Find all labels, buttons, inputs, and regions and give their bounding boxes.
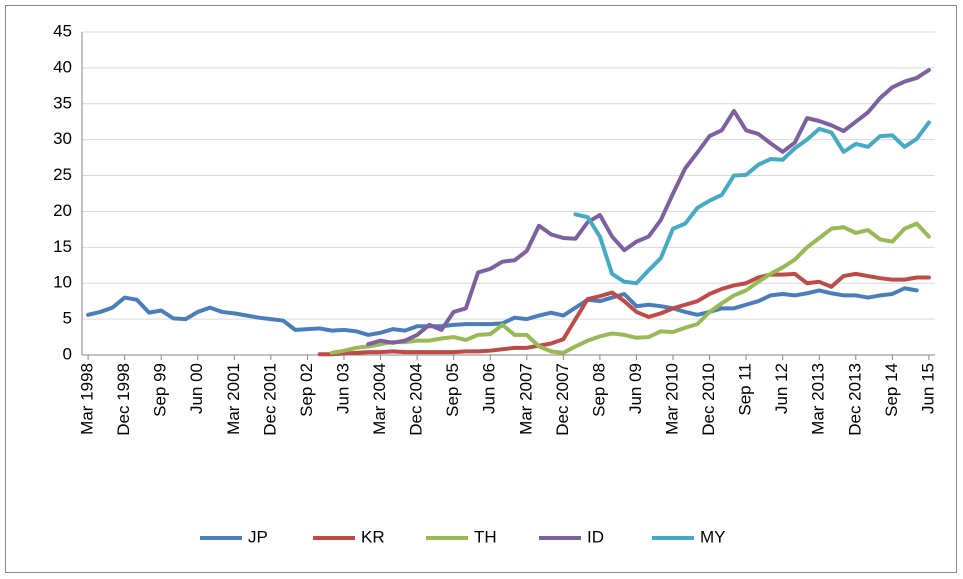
x-tick-label: Jun 00 [187, 363, 206, 414]
x-tick-label: Mar 2007 [516, 363, 535, 435]
x-tick-label: Dec 2001 [260, 363, 279, 436]
x-tick-label: Dec 1998 [114, 363, 133, 436]
y-tick-label: 25 [53, 165, 72, 184]
y-tick-label: 20 [53, 201, 72, 220]
legend-label: MY [700, 527, 726, 546]
legend-label: JP [248, 527, 268, 546]
x-tick-label: Dec 2004 [407, 363, 426, 436]
y-tick-label: 35 [53, 93, 72, 112]
x-tick-label: Dec 2013 [845, 363, 864, 436]
y-tick-label: 40 [53, 57, 72, 76]
y-tick-label: 45 [53, 21, 72, 40]
x-tick-label: Sep 99 [151, 363, 170, 417]
x-tick-label: Mar 2013 [809, 363, 828, 435]
legend-label: KR [361, 527, 385, 546]
legend-label: ID [587, 527, 604, 546]
x-tick-label: Jun 15 [918, 363, 937, 414]
x-tick-label: Jun 09 [626, 363, 645, 414]
x-tick-label: Sep 11 [736, 363, 755, 416]
x-tick-label: Dec 2007 [553, 363, 572, 436]
x-tick-label: Mar 2001 [224, 363, 243, 435]
x-tick-label: Mar 1998 [78, 363, 97, 435]
y-tick-label: 5 [63, 309, 72, 328]
x-tick-label: Sep 02 [297, 363, 316, 417]
chart-border [5, 5, 957, 573]
series-line [329, 221, 931, 355]
series-line [317, 271, 931, 357]
x-tick-label: Dec 2010 [699, 363, 718, 436]
x-tick-label: Sep 14 [882, 363, 901, 417]
series-line [366, 68, 931, 347]
legend-label: TH [474, 527, 497, 546]
y-tick-label: 0 [63, 344, 72, 363]
y-tick-label: 15 [53, 237, 72, 256]
x-tick-label: Jun 06 [480, 363, 499, 414]
x-tick-label: Mar 2004 [370, 363, 389, 435]
x-tick-label: Jun 12 [772, 363, 791, 414]
y-tick-label: 10 [53, 273, 72, 292]
x-tick-label: Sep 05 [443, 363, 462, 417]
x-tick-label: Jun 03 [333, 363, 352, 414]
y-tick-label: 30 [53, 129, 72, 148]
series-line [573, 120, 931, 286]
x-tick-label: Sep 08 [589, 363, 608, 417]
x-tick-label: Mar 2010 [662, 363, 681, 435]
